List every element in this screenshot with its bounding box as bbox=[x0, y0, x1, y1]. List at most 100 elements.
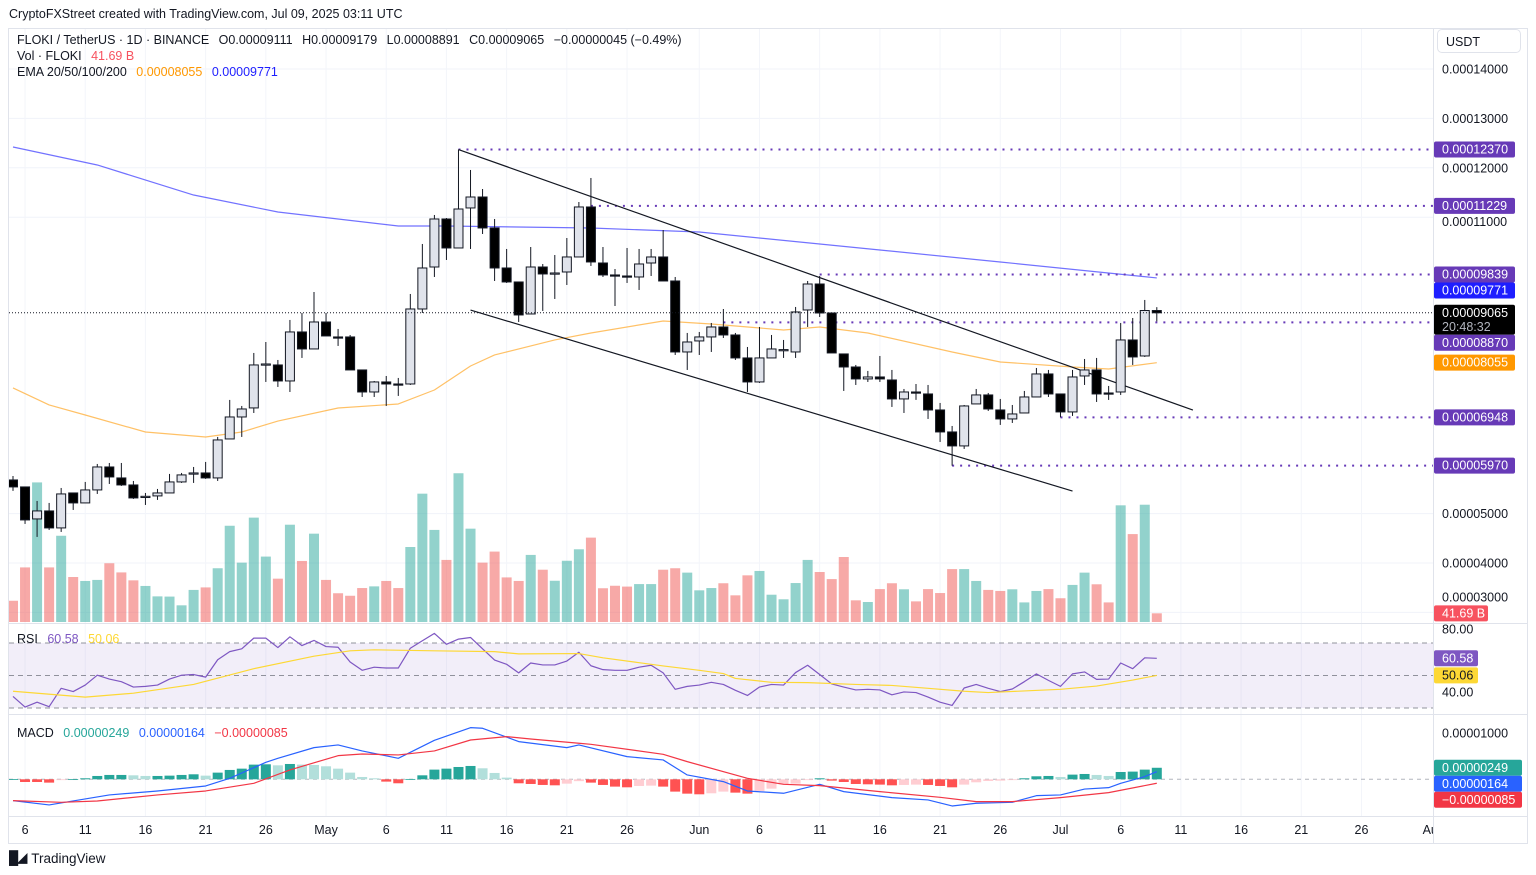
candle-up[interactable] bbox=[525, 266, 536, 315]
candle-up[interactable] bbox=[152, 492, 163, 497]
candle-up[interactable] bbox=[1067, 376, 1078, 413]
candle-down[interactable] bbox=[730, 334, 741, 359]
candle-up[interactable] bbox=[188, 472, 199, 475]
candle-down[interactable] bbox=[911, 391, 921, 394]
date-tick-label[interactable]: 16 bbox=[138, 823, 152, 837]
candle-down[interactable] bbox=[345, 336, 356, 371]
symbol-name[interactable]: FLOKI / TetherUS · 1D · BINANCE bbox=[17, 33, 210, 47]
candle-down[interactable] bbox=[9, 479, 18, 488]
candle-down[interactable] bbox=[597, 262, 608, 276]
candle-down[interactable] bbox=[501, 267, 512, 283]
candle-down[interactable] bbox=[116, 477, 127, 486]
time-axis[interactable]: 6 11 16 21 26 May 6 11 16 21 26 Jun 6 11 16 21 26 Jul 6 11 1… bbox=[22, 823, 1445, 837]
candle-up[interactable] bbox=[465, 196, 476, 209]
candle-down[interactable] bbox=[20, 486, 31, 521]
candle-up[interactable] bbox=[284, 331, 295, 382]
candle-down[interactable] bbox=[296, 331, 307, 350]
candle-up[interactable] bbox=[706, 326, 717, 338]
candle-up[interactable] bbox=[778, 349, 789, 352]
candle-up[interactable] bbox=[573, 206, 584, 258]
candle-down[interactable] bbox=[838, 353, 849, 368]
candle-up[interactable] bbox=[417, 267, 428, 310]
candle-up[interactable] bbox=[236, 408, 247, 418]
candle-down[interactable] bbox=[441, 218, 452, 249]
candle-up[interactable] bbox=[790, 311, 801, 353]
candle-up[interactable] bbox=[1031, 373, 1042, 398]
candle-up[interactable] bbox=[634, 263, 645, 278]
candle-up[interactable] bbox=[224, 416, 235, 440]
candle-down[interactable] bbox=[874, 376, 885, 380]
candle-up[interactable] bbox=[694, 336, 705, 342]
candle-down[interactable] bbox=[886, 379, 897, 400]
candle-up[interactable] bbox=[80, 489, 91, 504]
candle-down[interactable] bbox=[272, 364, 283, 382]
rsi-pane[interactable] bbox=[9, 632, 1433, 709]
candle-down[interactable] bbox=[850, 366, 861, 380]
date-tick-label[interactable]: 16 bbox=[873, 823, 887, 837]
candle-up[interactable] bbox=[309, 321, 319, 350]
date-tick-label[interactable]: 21 bbox=[1294, 823, 1308, 837]
candle-up[interactable] bbox=[766, 348, 777, 359]
candle-up[interactable] bbox=[453, 208, 464, 249]
candle-up[interactable] bbox=[429, 218, 440, 268]
candle-down[interactable] bbox=[1055, 393, 1066, 413]
candle-down[interactable] bbox=[537, 266, 548, 275]
candle-up[interactable] bbox=[561, 256, 572, 273]
rsi-legend[interactable]: RSI 60.58 50.06 bbox=[17, 632, 125, 646]
date-tick-label[interactable]: Jun bbox=[689, 823, 709, 837]
candle-down[interactable] bbox=[393, 383, 404, 386]
candle-down[interactable] bbox=[995, 409, 1006, 420]
trend-line[interactable] bbox=[458, 148, 1194, 411]
candle-down[interactable] bbox=[200, 472, 211, 479]
date-tick-label[interactable]: 6 bbox=[756, 823, 763, 837]
candle-up[interactable] bbox=[971, 394, 982, 405]
candle-down[interactable] bbox=[357, 369, 368, 393]
candle-down[interactable] bbox=[381, 381, 392, 385]
candle-down[interactable] bbox=[947, 431, 958, 447]
date-tick-label[interactable]: 6 bbox=[383, 823, 390, 837]
price-pane[interactable] bbox=[8, 146, 1433, 622]
date-tick-label[interactable]: 21 bbox=[560, 823, 574, 837]
currency-selector[interactable]: USDT bbox=[1437, 29, 1521, 53]
candle-down[interactable] bbox=[826, 312, 837, 354]
candle-up[interactable] bbox=[248, 364, 259, 409]
date-tick-label[interactable]: 26 bbox=[620, 823, 634, 837]
candle-up[interactable] bbox=[176, 474, 187, 483]
candle-down[interactable] bbox=[585, 206, 596, 263]
candle-down[interactable] bbox=[1151, 310, 1162, 314]
candle-up[interactable] bbox=[1115, 339, 1126, 393]
candle-up[interactable] bbox=[1139, 310, 1150, 357]
candle-up[interactable] bbox=[959, 405, 970, 447]
candle-down[interactable] bbox=[814, 283, 825, 314]
candle-up[interactable] bbox=[862, 376, 873, 380]
candle-up[interactable] bbox=[898, 391, 909, 400]
candle-down[interactable] bbox=[1043, 373, 1054, 395]
candle-up[interactable] bbox=[260, 363, 271, 366]
candle-down[interactable] bbox=[1103, 392, 1114, 395]
candle-up[interactable] bbox=[56, 493, 67, 529]
date-tick-label[interactable]: 21 bbox=[933, 823, 947, 837]
candle-up[interactable] bbox=[802, 283, 813, 311]
candle-down[interactable] bbox=[622, 275, 633, 278]
date-tick-label[interactable]: 26 bbox=[993, 823, 1007, 837]
candle-down[interactable] bbox=[513, 281, 524, 316]
date-tick-label[interactable]: 11 bbox=[813, 823, 826, 837]
candle-down[interactable] bbox=[321, 321, 332, 337]
candle-down[interactable] bbox=[68, 492, 79, 504]
candle-up[interactable] bbox=[1079, 369, 1090, 377]
candle-up[interactable] bbox=[682, 341, 693, 353]
candle-up[interactable] bbox=[212, 439, 223, 479]
candle-down[interactable] bbox=[670, 280, 681, 353]
macd-pane[interactable] bbox=[8, 727, 1433, 807]
candle-up[interactable] bbox=[549, 272, 560, 275]
candle-down[interactable] bbox=[489, 227, 500, 269]
tradingview-logo[interactable]: █◢ TradingView bbox=[9, 850, 106, 866]
date-tick-label[interactable]: 21 bbox=[199, 823, 213, 837]
date-tick-label[interactable]: 6 bbox=[22, 823, 29, 837]
candle-up[interactable] bbox=[369, 381, 380, 393]
candle-down[interactable] bbox=[477, 196, 488, 229]
date-tick-label[interactable]: 26 bbox=[1355, 823, 1369, 837]
ema-legend[interactable]: EMA 20/50/100/200 0.00008055 0.00009771 bbox=[17, 65, 284, 79]
candle-up[interactable] bbox=[1019, 396, 1030, 414]
